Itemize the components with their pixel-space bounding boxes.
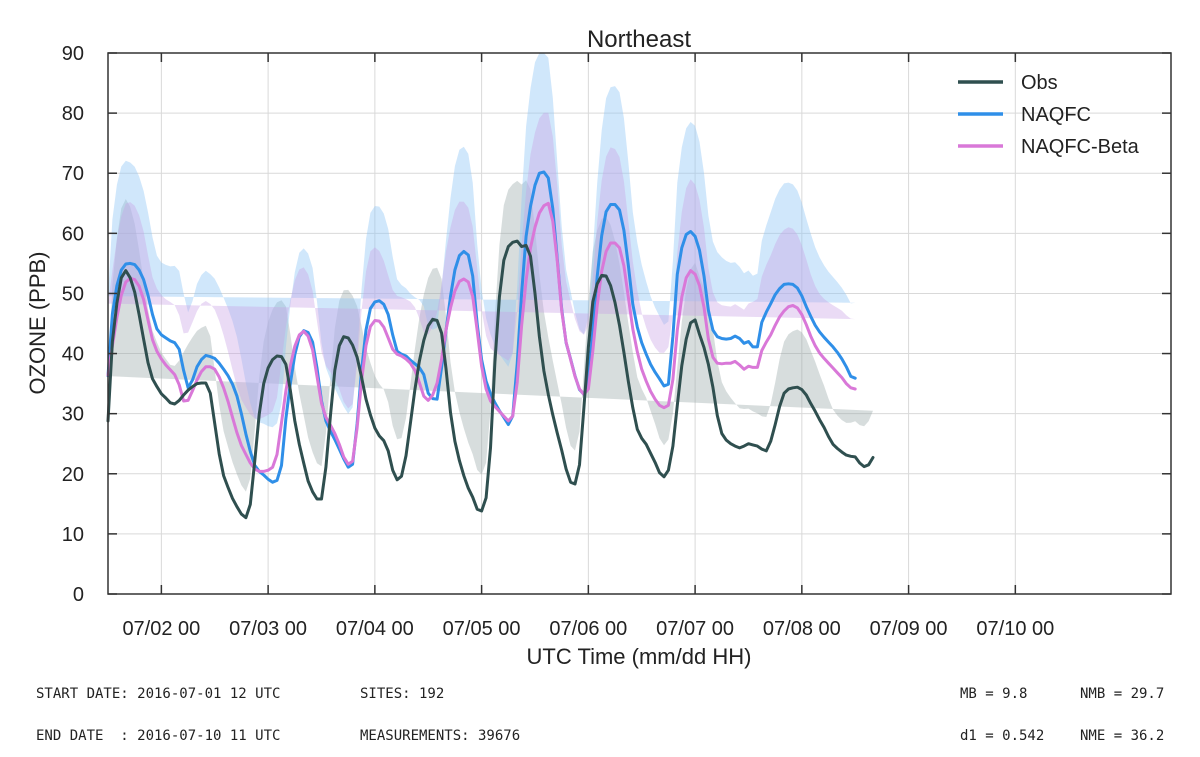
x-tick-label: 07/04 00 [336,618,414,640]
footer-site-count: SITES: 192 [360,686,445,702]
x-axis-label: UTC Time (mm/dd HH) [527,644,752,669]
y-axis-label: OZONE (PPB) [25,251,50,394]
series-lines [106,170,875,520]
y-tick-label: 70 [62,163,84,185]
y-tick-label: 30 [62,404,84,426]
footer-d1: d1 = 0.542 [960,728,1045,744]
footer-stats-right: NMB = 29.7 NME = 36.2 [1080,659,1164,757]
series-line-obs [106,239,875,520]
y-tick-label: 20 [62,464,84,486]
chart-title: Northeast [587,26,691,53]
band-naqfc [108,53,856,428]
footer-dates: START DATE: 2016-07-01 12 UTC END DATE :… [36,659,280,757]
y-tick-label: 80 [62,103,84,125]
y-tick-label: 90 [62,43,84,65]
footer-sites: SITES: 192 MEASUREMENTS: 39676 [360,659,520,757]
x-tick-label: 07/06 00 [549,618,627,640]
x-tick-label: 07/07 00 [656,618,734,640]
legend-label-obs: Obs [1021,72,1058,94]
x-tick-label: 07/05 00 [443,618,521,640]
x-tick-label: 07/10 00 [976,618,1054,640]
y-tick-label: 60 [62,223,84,245]
series-line-naqfc-beta [106,201,857,473]
x-tick-label: 07/02 00 [122,618,200,640]
footer-stats-left: MB = 9.8 d1 = 0.542 [960,659,1044,757]
footer-nmb: NMB = 29.7 [1080,686,1165,702]
legend: Obs NAQFC NAQFC-Beta [958,72,1140,158]
legend-label-naqfc-beta: NAQFC-Beta [1021,136,1140,158]
band-naqfc-beta [108,112,856,419]
ozone-time-series-chart: 0 10 20 30 40 50 60 70 80 90 07/02 00 07/03 00 07/04… [25,26,1172,669]
spread-bands [108,53,873,492]
y-tick-label: 40 [62,344,84,366]
footer-end-date: END DATE : 2016-07-10 11 UTC [36,728,281,744]
footer-nme: NME = 36.2 [1080,728,1165,744]
y-tick-label: 50 [62,283,84,305]
footer-mb: MB = 9.8 [960,686,1028,702]
footer-start-date: START DATE: 2016-07-01 12 UTC [36,686,281,702]
plot-frame [107,52,1172,595]
y-tick-label: 0 [73,584,84,606]
x-tick-label: 07/08 00 [763,618,841,640]
legend-label-naqfc: NAQFC [1021,104,1091,126]
x-tick-label: 07/03 00 [229,618,307,640]
footer-measurement-count: MEASUREMENTS: 39676 [360,728,521,744]
y-tick-label: 10 [62,524,84,546]
x-tick-label: 07/09 00 [870,618,948,640]
axis-ticks: 0 10 20 30 40 50 60 70 80 90 07/02 00 07/03 00 07/04… [62,43,1171,640]
